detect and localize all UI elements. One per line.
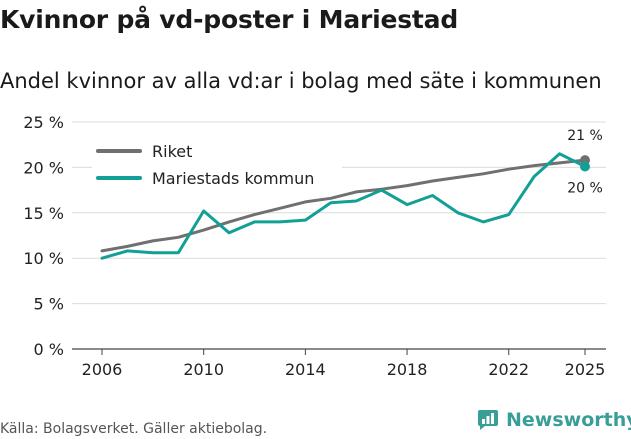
- series-line-riket: [100, 158, 587, 253]
- x-tick-label: 2014: [285, 360, 326, 379]
- y-tick-label: 15 %: [23, 204, 64, 223]
- newsworthy-logo: Newsworthy: [476, 408, 631, 432]
- line-chart: 0 % 5 % 10 % 15 % 20 % 25 % 2006 2010 2014 2018 2…: [23, 113, 606, 379]
- x-tick-label: 2022: [488, 360, 529, 379]
- chart-subtitle: Andel kvinnor av alla vd:ar i bolag med …: [0, 69, 602, 93]
- legend-item-riket-label: Riket: [152, 142, 192, 161]
- y-tick-label: 20 %: [23, 158, 64, 177]
- brand-name: Newsworthy: [506, 409, 631, 431]
- end-point-mariestads-kommun: [580, 161, 590, 172]
- legend-box: [92, 136, 342, 192]
- x-tick-label: 2006: [82, 360, 123, 379]
- x-tick-label: 2025: [565, 360, 606, 379]
- end-value-label: 20 %: [567, 180, 603, 196]
- y-tick-label: 5 %: [34, 295, 64, 314]
- chart-title: Kvinnor på vd-poster i Mariestad: [0, 5, 459, 34]
- y-tick-label: 25 %: [23, 113, 64, 132]
- newsworthy-icon: [478, 410, 498, 430]
- x-tick-label: 2010: [183, 360, 224, 379]
- source-note: Källa: Bolagsverket. Gäller aktiebolag.: [0, 421, 268, 437]
- legend-item-mariestads-kommun-label: Mariestads kommun: [152, 169, 314, 188]
- end-value-label: 21 %: [567, 128, 603, 144]
- y-tick-label: 10 %: [23, 249, 64, 268]
- series-line-mariestads-kommun: [100, 152, 587, 260]
- y-tick-label: 0 %: [34, 340, 64, 359]
- x-tick-label: 2018: [387, 360, 428, 379]
